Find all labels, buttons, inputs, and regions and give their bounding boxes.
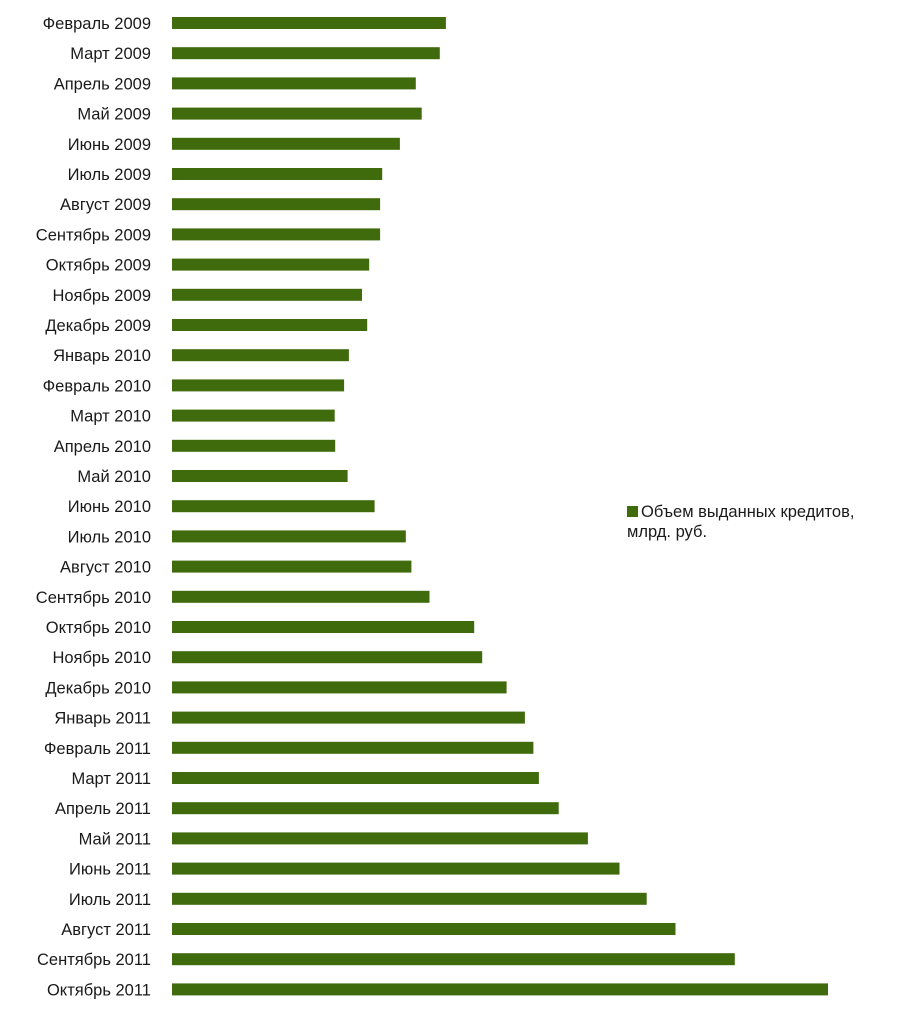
bar xyxy=(172,137,400,150)
bar xyxy=(172,228,381,241)
category-label: Март 2009 xyxy=(70,45,151,63)
bar xyxy=(172,319,368,331)
legend-label: Объем выданных кредитов, млрд. руб. xyxy=(627,503,855,541)
category-label: Апрель 2011 xyxy=(55,800,151,818)
category-label: Ноябрь 2010 xyxy=(52,649,151,667)
category-label: Апрель 2009 xyxy=(54,75,151,93)
bar xyxy=(172,77,416,90)
bar xyxy=(172,741,534,754)
bar xyxy=(172,288,362,301)
bar xyxy=(172,621,475,633)
legend-swatch xyxy=(627,506,638,517)
category-label: Январь 2011 xyxy=(54,710,151,728)
category-label: Октябрь 2011 xyxy=(47,981,151,999)
bar xyxy=(172,47,440,60)
category-label: Ноябрь 2009 xyxy=(52,287,151,305)
category-label: Август 2009 xyxy=(60,196,151,214)
category-label: Июнь 2009 xyxy=(68,136,151,154)
bar xyxy=(172,953,735,966)
category-label: Сентябрь 2009 xyxy=(36,226,151,244)
category-label: Май 2009 xyxy=(77,106,151,124)
category-label: Август 2011 xyxy=(61,921,151,939)
category-label: Февраль 2011 xyxy=(44,740,151,758)
category-label: Февраль 2010 xyxy=(43,377,151,395)
category-labels: Февраль 2009 Март 2009 Апрель 2009 Май 2009… xyxy=(36,15,151,999)
category-label: Октябрь 2010 xyxy=(46,619,151,637)
bar xyxy=(172,439,336,452)
bar xyxy=(172,983,828,996)
bars xyxy=(172,17,828,996)
category-label: Март 2010 xyxy=(70,408,151,426)
category-label: Сентябрь 2011 xyxy=(37,951,151,969)
bar xyxy=(172,681,507,694)
category-label: Октябрь 2009 xyxy=(46,257,151,275)
bar xyxy=(172,711,525,724)
category-label: Июнь 2011 xyxy=(69,861,151,879)
bar xyxy=(172,862,620,875)
bar xyxy=(172,530,406,543)
bar xyxy=(172,198,381,211)
category-label: Январь 2010 xyxy=(53,347,151,365)
bar xyxy=(172,107,422,120)
bar xyxy=(172,772,539,784)
category-label: Июль 2010 xyxy=(68,528,151,546)
category-label: Декабрь 2009 xyxy=(45,317,151,335)
bar xyxy=(172,500,375,513)
bar xyxy=(172,832,588,845)
category-label: Май 2011 xyxy=(79,830,151,848)
bar xyxy=(172,349,349,362)
bar xyxy=(172,17,446,29)
category-label: Февраль 2009 xyxy=(43,15,151,33)
category-label: Апрель 2010 xyxy=(54,438,151,456)
category-label: Август 2010 xyxy=(60,559,151,577)
bar xyxy=(172,802,559,815)
bar xyxy=(172,168,383,180)
category-label: Март 2011 xyxy=(71,770,151,788)
category-label: Декабрь 2010 xyxy=(45,679,151,697)
category-label: Июль 2011 xyxy=(69,891,151,909)
bar xyxy=(172,379,345,392)
bar xyxy=(172,923,676,935)
category-label: Июль 2009 xyxy=(68,166,151,184)
bar xyxy=(172,470,348,482)
bar xyxy=(172,258,370,271)
category-label: Июнь 2010 xyxy=(68,498,151,516)
bar xyxy=(172,590,430,603)
bar xyxy=(172,892,647,905)
bar xyxy=(172,409,335,422)
legend: Объем выданных кредитов, млрд. руб. xyxy=(627,502,901,542)
category-label: Сентябрь 2010 xyxy=(36,589,151,607)
bar xyxy=(172,560,412,573)
bar xyxy=(172,651,483,664)
category-label: Май 2010 xyxy=(77,468,151,486)
